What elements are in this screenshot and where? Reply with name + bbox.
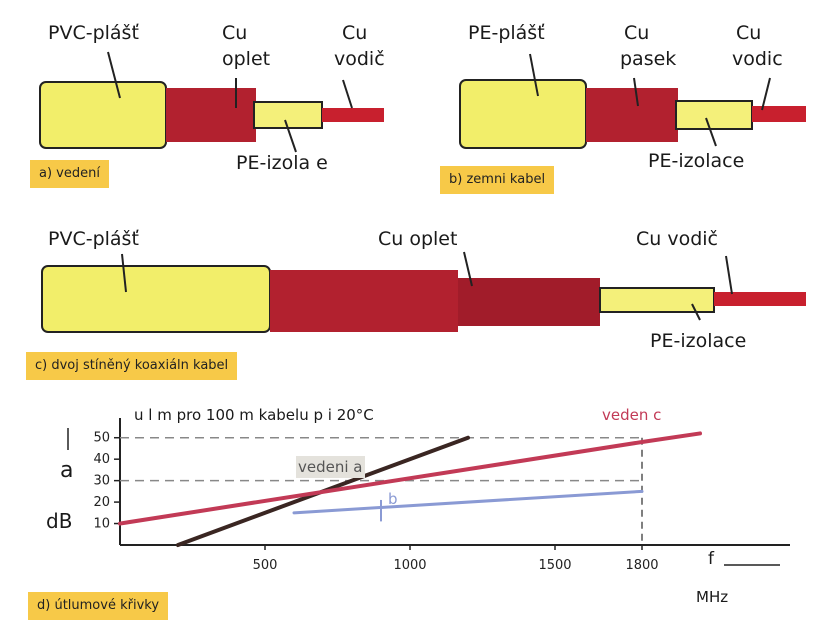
y-axis-unit: dB — [46, 509, 73, 533]
cable-b-tape-label-1: Cu — [624, 22, 650, 44]
y-tick-label-1: 20 — [93, 495, 110, 510]
chart-title: u l m pro 100 m kabelu p i 20°C — [134, 406, 374, 424]
cable-b-caption: b) zemni kabel — [440, 166, 555, 194]
cable-c-braid-label: Cu oplet — [378, 228, 458, 250]
cable-c-outer-braid — [270, 270, 458, 332]
cable-b-conductor-label-1: Cu — [736, 22, 762, 44]
cable-a-braid — [166, 88, 256, 142]
cable-a-sheath-label: PVC-plášť — [48, 22, 139, 44]
cable-c-conductor — [714, 292, 806, 306]
y-tick-label-2: 30 — [93, 474, 110, 489]
series-line-2 — [292, 489, 644, 515]
cable-a-conductor — [322, 108, 384, 122]
x-tick-label-1: 1000 — [393, 558, 426, 573]
cable-c — [41, 265, 806, 333]
series-label-vedeni-a: vedeni a — [296, 456, 365, 478]
cable-a-conductor-label-2: vodič — [334, 48, 385, 70]
cable-b — [459, 79, 806, 149]
cable-b-insulation-label: PE-izolace — [648, 150, 745, 172]
cable-b-tape-label-2: pasek — [620, 48, 677, 70]
cable-b-conductor — [752, 106, 806, 122]
cable-a-braid-label-2: oplet — [222, 48, 271, 70]
cable-a — [39, 81, 384, 149]
cable-b-tape — [586, 88, 678, 142]
x-axis-unit: MHz — [696, 588, 729, 606]
cable-b-sheath-label: PE-plášť — [468, 22, 545, 44]
y-tick-label-0: 10 — [93, 517, 110, 532]
x-tick-label-2: 1500 — [538, 558, 571, 573]
cable-c-insulation-label: PE-izolace — [650, 330, 747, 352]
cable-c-sheath-label: PVC-plášť — [48, 228, 139, 250]
series-line-1 — [118, 431, 702, 526]
x-tick-label-0: 500 — [253, 558, 278, 573]
cable-a-conductor-label-1: Cu — [342, 22, 368, 44]
y-axis-symbol: a — [60, 458, 74, 483]
series-label-b: b — [388, 490, 398, 508]
cable-c-conductor-label: Cu vodič — [636, 228, 719, 250]
y-tick-label-3: 40 — [93, 452, 110, 467]
cable-c-caption: c) dvoj stíněný koaxiáln kabel — [26, 352, 238, 380]
x-tick-label-3: 1800 — [625, 558, 658, 573]
leader-lines — [107, 51, 771, 321]
cable-a-caption: a) vedení — [30, 160, 109, 188]
cable-a-insulation-label: PE-izola e — [236, 152, 328, 174]
cable-c-inner-braid — [458, 278, 600, 326]
series-label-vedeni-c: veden c — [602, 406, 662, 424]
chart-caption: d) útlumové křivky — [28, 592, 169, 620]
cable-b-conductor-label-2: vodic — [732, 48, 783, 70]
y-tick-label-4: 50 — [93, 431, 110, 446]
x-axis-symbol: f — [708, 549, 714, 569]
cable-a-braid-label-1: Cu — [222, 22, 248, 44]
